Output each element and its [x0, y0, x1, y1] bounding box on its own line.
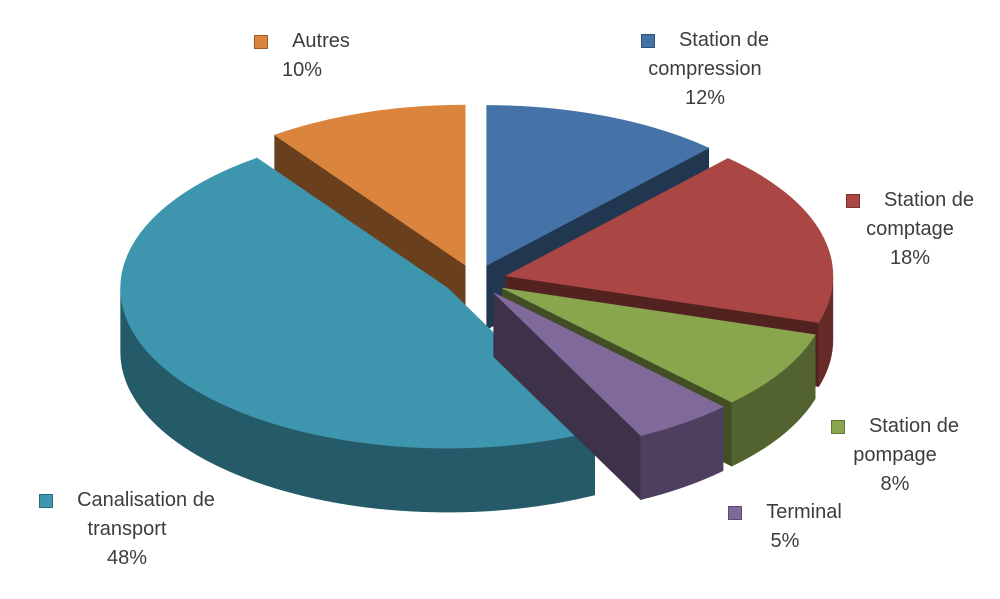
label-canalisation-de-transport: Canalisation de transport 48%: [22, 486, 232, 573]
label-line: Station de: [678, 29, 770, 51]
legend-marker-comptage-icon: [845, 193, 860, 208]
label-line: Canalisation de: [77, 489, 215, 511]
label-pct: 12%: [684, 87, 726, 109]
pie-slice-station-de-comptage: [504, 158, 834, 323]
label-line: compression: [648, 58, 762, 80]
label-autres: Autres 10%: [202, 27, 402, 85]
label-line: comptage: [866, 218, 954, 240]
label-pct: 8%: [880, 473, 910, 495]
label-pct: 5%: [770, 530, 800, 552]
label-pct: 48%: [106, 547, 148, 569]
label-line: Terminal: [766, 501, 842, 523]
legend-marker-autres-icon: [254, 34, 269, 49]
label-line: Station de: [883, 189, 975, 211]
label-station-de-pompage: Station de pompage 8%: [795, 412, 995, 499]
pie-slice-autres: [273, 104, 466, 266]
label-line: pompage: [853, 444, 937, 466]
legend-marker-canalisation-icon: [39, 493, 54, 508]
pie-slice-terminal: [493, 292, 724, 436]
label-pct: 10%: [281, 59, 323, 81]
label-line: transport: [87, 518, 167, 540]
label-line: Autres: [292, 30, 350, 52]
legend-marker-terminal-icon: [728, 505, 743, 520]
pie-slice-station-de-compression: [486, 105, 710, 266]
label-pct: 18%: [889, 247, 931, 269]
pie-slice-station-de-pompage: [502, 287, 816, 403]
pie-slice-canalisation-de-transport: [120, 157, 596, 449]
legend-marker-pompage-icon: [830, 419, 845, 434]
label-terminal: Terminal 5%: [685, 498, 885, 556]
label-line: Station de: [868, 415, 960, 437]
label-station-de-comptage: Station de comptage 18%: [815, 186, 1000, 273]
label-station-de-compression: Station de compression 12%: [595, 26, 815, 113]
legend-marker-compression-icon: [640, 33, 655, 48]
